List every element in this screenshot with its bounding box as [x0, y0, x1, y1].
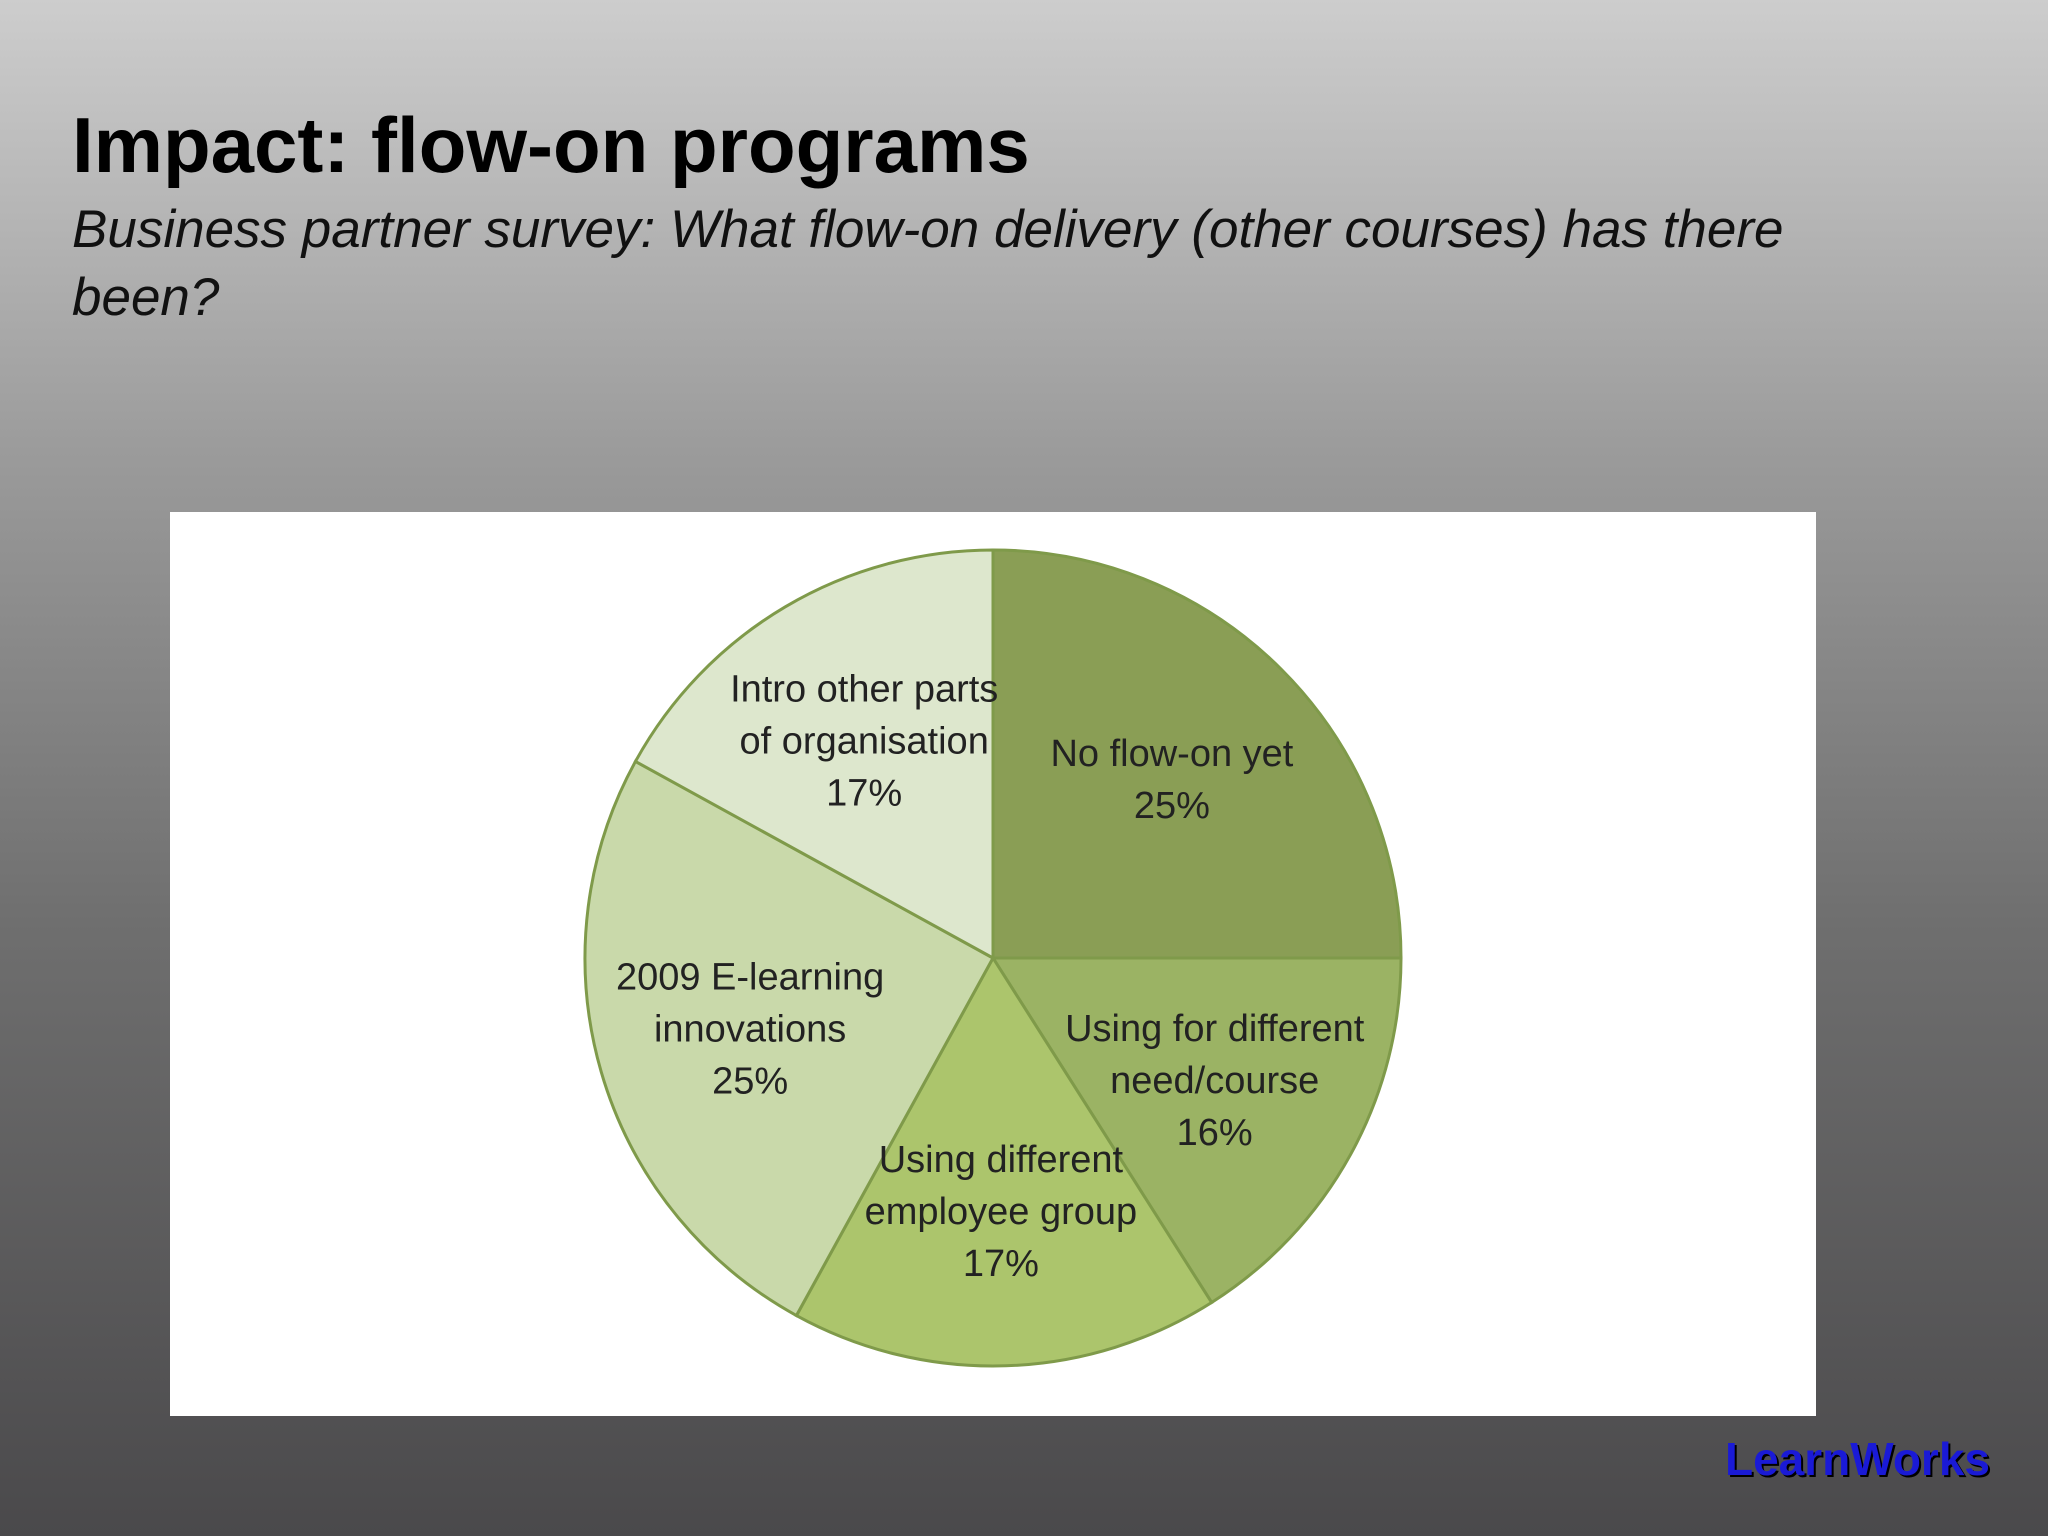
pie-slice-5 [633, 548, 995, 961]
pie-slice-name-line: innovations [654, 1009, 846, 1051]
pie-slice-name-line: need/course [1110, 1060, 1319, 1102]
pie-slice-3 [794, 955, 1214, 1368]
pie-slice-percent: 17% [963, 1243, 1039, 1285]
pie-slice-2 [990, 956, 1403, 1305]
pie-slice-name-line: employee group [865, 1191, 1138, 1233]
pie-slice-name-line: No flow-on yet [1050, 733, 1293, 775]
brand-logo: LearnWorks [1724, 1433, 1990, 1485]
pie-slice-label-2: Using for different need/course 16% [1065, 1008, 1365, 1154]
pie-slice-label-5: Intro other parts of organisation 17% [730, 668, 998, 814]
pie-slice-percent: 25% [712, 1061, 788, 1103]
pie-slice-name-line: 2009 E-learning [616, 957, 884, 999]
chart-panel: No flow-on yet 25% Using for different need… [170, 512, 1816, 1416]
pie-slice-4 [583, 759, 996, 1318]
pie-slice-label-3: Using different employee group 17% [865, 1139, 1138, 1285]
slide-title: Impact: flow-on programs [72, 101, 1030, 189]
slide-subtitle: Business partner survey: What flow-on de… [72, 200, 1784, 327]
pie-slice-percent: 17% [826, 772, 902, 814]
pie-slice-label-1: No flow-on yet 25% [1050, 733, 1293, 827]
pie-slice-1 [991, 548, 1403, 960]
pie-slice-name-line: of organisation [740, 720, 989, 762]
pie-slice-name-line: Intro other parts [730, 668, 998, 710]
pie-slice-name-line: Using for different [1065, 1008, 1365, 1050]
pie-slice-percent: 25% [1134, 785, 1210, 827]
pie-slice-label-4: 2009 E-learning innovations 25% [616, 957, 884, 1103]
pie-chart: No flow-on yet 25% Using for different need… [583, 548, 1403, 1368]
pie-slice-name-line: Using different [879, 1139, 1124, 1181]
pie-slice-percent: 16% [1177, 1112, 1253, 1154]
